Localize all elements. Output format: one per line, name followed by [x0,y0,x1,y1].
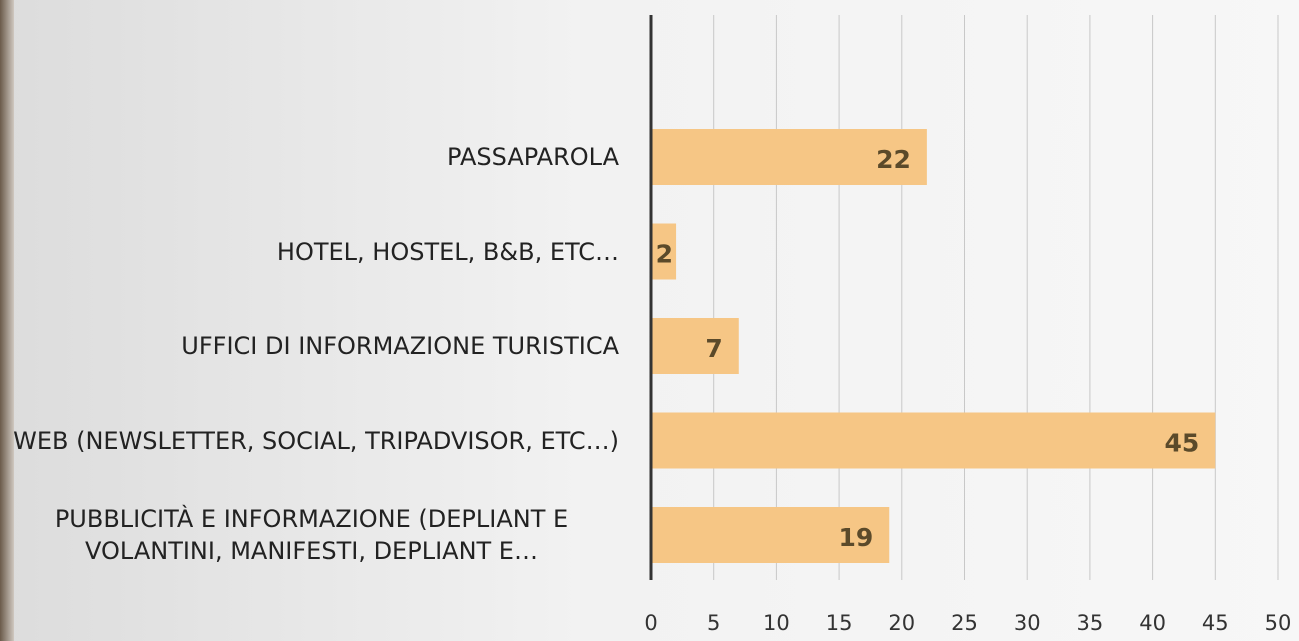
data-label: 2 [656,240,673,269]
x-tick-label: 0 [644,611,657,635]
category-label-box: PUBBLICITÀ E INFORMAZIONE (DEPLIANT E VO… [0,495,619,575]
background-image-edge [0,0,14,641]
x-tick-label: 15 [826,611,853,635]
data-label: 7 [705,334,722,363]
x-tick-label: 5 [707,611,720,635]
y-tick-label: PUBBLICITÀ E INFORMAZIONE (DEPLIANT E VO… [54,505,569,565]
category-label-box: UFFICI DI INFORMAZIONE TURISTICA [0,306,619,386]
bar [651,223,677,280]
x-tick-label: 25 [951,611,978,635]
category-label-box: WEB (NEWSLETTER, SOCIAL, TRIPADVISOR, ET… [0,401,619,481]
data-label: 22 [876,145,911,174]
x-tick-label: 45 [1202,611,1229,635]
category-label-box: PASSAPAROLA [0,117,619,197]
category-label-box: HOTEL, HOSTEL, B&B, ETC… [0,212,619,292]
y-tick-label: HOTEL, HOSTEL, B&B, ETC… [276,237,619,266]
data-label: 19 [838,523,873,552]
bar [651,129,927,185]
x-tick-label: 10 [763,611,790,635]
x-tick-label: 40 [1139,611,1166,635]
x-tick-label: 20 [888,611,915,635]
bar [651,507,890,563]
x-tick-label: 35 [1077,611,1104,635]
data-label: 45 [1165,429,1200,458]
y-tick-label: PASSAPAROLA [447,143,619,171]
x-tick-label: 50 [1265,611,1292,635]
y-tick-label: WEB (NEWSLETTER, SOCIAL, TRIPADVISOR, ET… [13,426,619,455]
y-tick-label: UFFICI DI INFORMAZIONE TURISTICA [181,332,619,360]
x-tick-label: 30 [1014,611,1041,635]
bar [651,318,739,374]
bar [651,412,1216,469]
